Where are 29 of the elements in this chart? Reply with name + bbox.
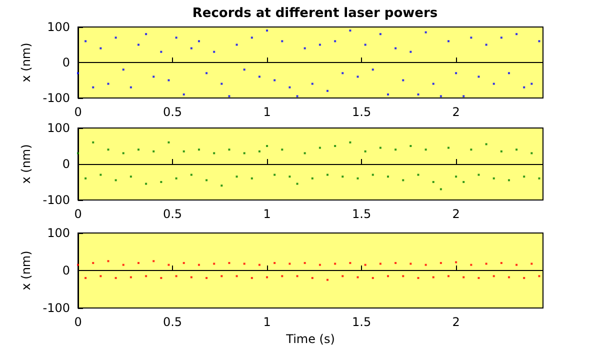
x-tick-label: 1 (263, 207, 271, 221)
x-tick-label: 2 (452, 315, 460, 329)
x-tick-label: 2 (452, 105, 460, 119)
x-tick-label: 1 (263, 315, 271, 329)
x-tick-label: 1 (263, 105, 271, 119)
y-axis-title: x (nm) (18, 144, 33, 184)
x-tick-label: 0.5 (162, 105, 182, 119)
x-tick-label: 1.5 (352, 207, 372, 221)
x-tick-label: 0 (74, 207, 82, 221)
x-tick-label: 0.5 (162, 207, 182, 221)
y-tick-label: 0 (62, 157, 70, 171)
x-tick-label: 0.5 (162, 315, 182, 329)
x-tick-label: 2 (452, 207, 460, 221)
x-tick-label: 0 (74, 315, 82, 329)
y-axis-title: x (nm) (18, 250, 33, 290)
x-tick-label: 1.5 (352, 315, 372, 329)
y-tick-label: 0 (62, 56, 70, 70)
y-tick-label: 0 (62, 264, 70, 278)
x-tick-label: 0 (74, 105, 82, 119)
y-tick-label: 100 (47, 226, 70, 240)
y-tick-label: -100 (42, 193, 70, 207)
x-axis-title: Time (s) (285, 332, 335, 346)
y-tick-label: 100 (47, 20, 70, 34)
y-tick-label: -100 (42, 301, 70, 315)
x-tick-label: 1.5 (352, 105, 372, 119)
y-axis-title: x (nm) (18, 42, 33, 82)
y-tick-label: 100 (47, 121, 70, 135)
y-tick-label: -100 (42, 91, 70, 105)
chart-title: Records at different laser powers (192, 6, 438, 21)
